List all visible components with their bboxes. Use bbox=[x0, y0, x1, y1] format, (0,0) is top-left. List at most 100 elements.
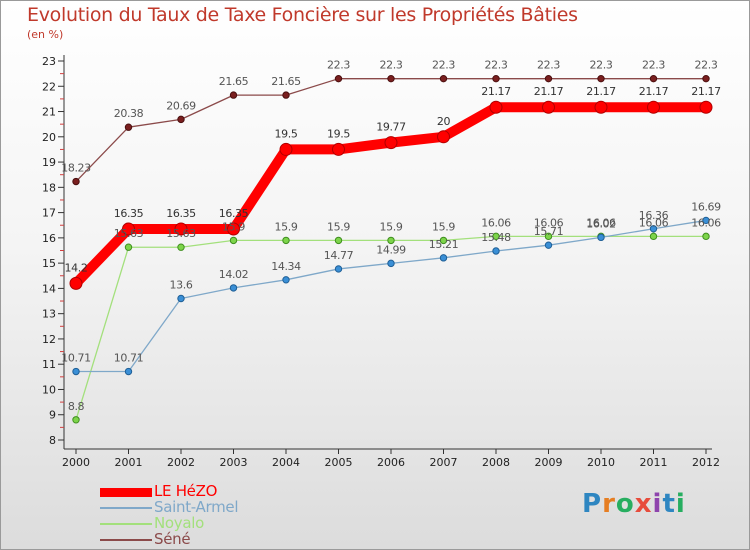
x-tick-label: 2001 bbox=[115, 456, 143, 469]
data-point bbox=[542, 100, 555, 114]
data-point bbox=[544, 232, 553, 241]
data-label: 16.06 bbox=[534, 216, 564, 229]
x-tick-label: 2005 bbox=[325, 456, 353, 469]
x-tick-label: 2012 bbox=[692, 456, 720, 469]
data-label: 16.06 bbox=[691, 216, 721, 229]
data-point bbox=[334, 236, 343, 245]
data-point bbox=[334, 74, 343, 83]
data-label: 22.3 bbox=[380, 59, 403, 72]
data-point bbox=[702, 74, 710, 83]
data-label: 15.48 bbox=[481, 231, 511, 244]
data-point bbox=[177, 115, 185, 124]
x-tick-label: 2009 bbox=[535, 456, 563, 469]
y-tick-label: 12 bbox=[42, 333, 56, 346]
data-point bbox=[647, 100, 660, 114]
data-label: 14.34 bbox=[271, 260, 301, 273]
series-line bbox=[71, 102, 711, 289]
data-point bbox=[177, 294, 185, 303]
data-label: 15.9 bbox=[222, 220, 245, 233]
legend-swatch bbox=[100, 523, 152, 525]
data-point bbox=[702, 232, 710, 241]
data-point bbox=[124, 243, 133, 251]
data-point bbox=[227, 222, 240, 236]
data-point bbox=[439, 254, 448, 262]
data-point bbox=[492, 74, 500, 83]
data-point bbox=[279, 142, 293, 156]
x-tick-label: 2008 bbox=[482, 456, 510, 469]
data-label: 20 bbox=[437, 115, 451, 128]
series-saint-armel bbox=[72, 216, 710, 376]
data-point bbox=[544, 74, 553, 83]
data-label: 22.3 bbox=[485, 59, 508, 72]
data-label: 22.3 bbox=[695, 59, 718, 72]
data-label: 16.35 bbox=[114, 207, 144, 220]
data-label: 16.06 bbox=[586, 216, 616, 229]
data-point bbox=[492, 247, 500, 255]
data-label: 21.17 bbox=[534, 85, 564, 98]
data-label: 20.69 bbox=[166, 99, 196, 112]
data-point bbox=[489, 100, 503, 114]
data-point bbox=[69, 276, 83, 290]
data-point bbox=[492, 232, 500, 241]
data-label: 22.3 bbox=[642, 59, 665, 72]
data-label: 19.5 bbox=[327, 127, 350, 140]
legend-label: Noyalo bbox=[154, 514, 205, 532]
y-tick-label: 18 bbox=[42, 181, 56, 194]
x-tick-label: 2010 bbox=[587, 456, 615, 469]
y-tick-label: 8 bbox=[49, 434, 56, 447]
data-label: 19.5 bbox=[275, 127, 298, 140]
y-tick-label: 21 bbox=[42, 106, 56, 119]
legend-label: Saint-Armel bbox=[154, 498, 239, 516]
series-s-n- bbox=[72, 74, 710, 186]
y-unit-label: (en %) bbox=[27, 28, 64, 41]
data-point bbox=[72, 177, 80, 186]
data-label: 19.77 bbox=[376, 121, 406, 134]
data-label: 16.06 bbox=[481, 216, 511, 229]
data-label: 14.99 bbox=[376, 243, 406, 256]
data-point bbox=[72, 416, 80, 424]
data-point bbox=[124, 123, 133, 131]
y-tick-label: 22 bbox=[42, 80, 56, 93]
data-point bbox=[124, 367, 133, 376]
legend-label: LE HéZO bbox=[154, 482, 218, 500]
data-label: 22.3 bbox=[432, 59, 455, 72]
data-label: 14.77 bbox=[324, 249, 354, 262]
y-tick-label: 10 bbox=[42, 383, 56, 396]
data-point bbox=[282, 276, 290, 284]
data-point bbox=[439, 236, 448, 245]
data-point bbox=[229, 284, 238, 292]
data-label: 22.3 bbox=[327, 59, 350, 72]
y-tick-label: 14 bbox=[42, 282, 56, 295]
data-point bbox=[229, 91, 238, 99]
x-tick-label: 2003 bbox=[220, 456, 248, 469]
data-label: 21.17 bbox=[481, 85, 511, 98]
data-label: 21.17 bbox=[691, 85, 721, 98]
data-point bbox=[387, 236, 395, 245]
data-point bbox=[387, 259, 395, 268]
data-label: 16.35 bbox=[219, 207, 249, 220]
data-point bbox=[334, 265, 343, 273]
data-point bbox=[229, 236, 238, 245]
data-point bbox=[282, 236, 290, 245]
y-tick-label: 19 bbox=[42, 156, 56, 169]
data-label: 14.2 bbox=[65, 261, 88, 274]
data-label: 8.8 bbox=[68, 400, 85, 413]
data-point bbox=[332, 142, 345, 156]
data-point bbox=[387, 74, 395, 83]
data-label: 15.71 bbox=[534, 225, 564, 238]
data-point bbox=[544, 241, 553, 249]
data-point bbox=[439, 74, 448, 83]
x-tick-label: 2011 bbox=[640, 456, 668, 469]
data-point bbox=[702, 216, 710, 225]
data-label: 15.21 bbox=[429, 238, 459, 251]
data-point bbox=[437, 130, 450, 144]
y-tick-label: 20 bbox=[42, 131, 56, 144]
y-tick-label: 17 bbox=[42, 207, 56, 220]
data-label: 16.02 bbox=[586, 217, 616, 230]
data-label: 16.06 bbox=[639, 216, 669, 229]
data-point bbox=[597, 74, 605, 83]
data-label: 21.17 bbox=[586, 85, 616, 98]
data-label: 21.17 bbox=[639, 85, 669, 98]
